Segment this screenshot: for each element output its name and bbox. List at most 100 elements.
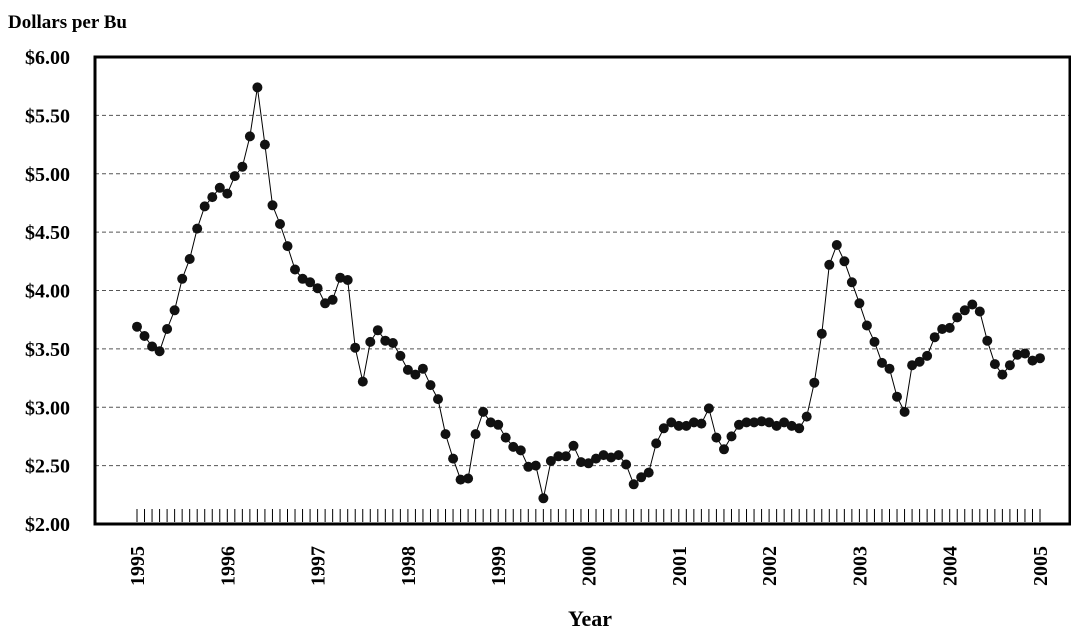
data-point: [237, 161, 248, 172]
data-point: [606, 452, 617, 463]
data-point: [1012, 349, 1023, 360]
data-point: [297, 273, 308, 284]
data-point: [290, 264, 300, 275]
y-tick-label: $4.00: [25, 281, 70, 303]
data-point: [560, 451, 571, 462]
data-point: [395, 350, 406, 361]
data-point: [869, 336, 880, 347]
data-point: [839, 256, 850, 267]
data-point: [899, 406, 910, 417]
x-axis-title: Year: [568, 606, 612, 631]
data-point: [500, 432, 511, 443]
data-point: [929, 332, 940, 343]
data-point: [410, 369, 421, 380]
data-point: [884, 363, 895, 374]
data-point: [162, 324, 173, 334]
data-point: [470, 429, 481, 440]
data-point: [771, 420, 782, 431]
data-point: [387, 338, 398, 348]
data-point: [320, 298, 331, 309]
data-point: [192, 223, 203, 234]
data-point: [922, 350, 933, 361]
data-point: [1004, 360, 1015, 371]
data-point: [658, 423, 669, 434]
y-tick-label: $5.50: [25, 105, 70, 127]
data-point: [967, 299, 978, 310]
y-axis-title: Dollars per Bu: [8, 12, 127, 33]
data-point: [937, 324, 948, 334]
data-point: [147, 341, 158, 352]
x-tick-label: 2005: [1030, 546, 1052, 586]
data-point: [184, 254, 195, 264]
data-point: [643, 467, 654, 478]
data-point: [207, 192, 218, 203]
data-point: [997, 369, 1008, 380]
x-tick-label: 2003: [849, 546, 871, 586]
data-point: [598, 450, 609, 461]
data-point: [282, 241, 293, 252]
x-tick-label: 1995: [127, 546, 149, 586]
data-point: [372, 325, 383, 336]
data-point: [583, 458, 594, 469]
x-tick-label: 2000: [579, 546, 601, 586]
data-point: [530, 460, 541, 471]
y-tick-label: $2.00: [25, 514, 70, 536]
series-line: [136, 87, 1041, 499]
data-point: [448, 453, 459, 464]
data-point: [327, 294, 338, 305]
data-point: [801, 411, 812, 422]
data-point: [425, 380, 436, 391]
data-point: [222, 188, 233, 199]
data-point: [861, 320, 872, 331]
data-point: [433, 394, 443, 405]
data-point: [786, 420, 797, 431]
data-point: [749, 417, 760, 428]
data-point: [523, 461, 534, 472]
data-point: [726, 431, 737, 442]
y-tick-label: $3.00: [25, 397, 70, 419]
data-point: [907, 360, 918, 371]
data-point: [636, 472, 647, 483]
data-point: [132, 321, 142, 332]
data-point: [696, 418, 707, 429]
x-tick-label: 1998: [398, 546, 420, 586]
data-point: [1035, 353, 1045, 364]
y-tick-label: $6.00: [25, 47, 70, 69]
data-point: [719, 444, 729, 455]
data-point: [673, 420, 684, 431]
data-point: [734, 419, 744, 430]
data-point: [1020, 348, 1030, 359]
data-point: [651, 438, 662, 449]
data-point: [275, 219, 285, 229]
data-point: [402, 364, 413, 375]
data-point: [613, 450, 624, 461]
data-point: [703, 403, 714, 414]
data-point: [756, 416, 767, 427]
data-point: [357, 376, 368, 387]
data-point: [485, 417, 496, 428]
data-point: [1027, 355, 1038, 366]
data-point: [688, 417, 699, 428]
data-point: [229, 171, 240, 182]
data-point: [440, 429, 451, 440]
data-point: [538, 493, 549, 504]
x-tick-label: 1997: [308, 546, 330, 586]
data-point: [478, 406, 489, 417]
data-point: [417, 363, 428, 374]
x-tick-labels: 1995 1996 1997 1998 1999 2000 2001 2002 2003 2004…: [127, 546, 1052, 586]
data-point: [244, 131, 255, 142]
x-tick-label: 2002: [759, 546, 781, 586]
data-point: [576, 457, 586, 468]
data-point: [681, 420, 692, 431]
data-point: [764, 417, 775, 428]
x-tick-label: 2001: [669, 546, 691, 586]
data-point: [809, 377, 820, 388]
data-point: [139, 331, 150, 341]
data-point: [335, 272, 346, 283]
data-point: [877, 357, 887, 368]
data-point: [591, 453, 601, 464]
data-point: [989, 359, 1000, 370]
y-tick-label: $4.50: [25, 222, 70, 244]
data-point: [553, 451, 564, 462]
